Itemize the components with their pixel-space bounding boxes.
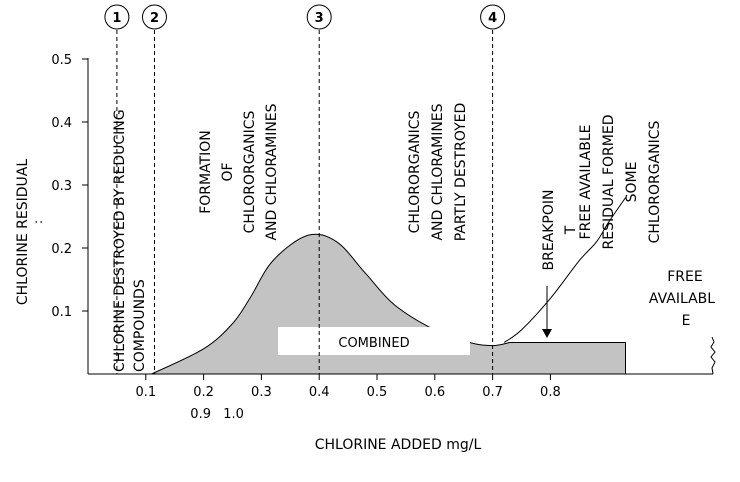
zone1-line-2: COMPOUNDS [132,279,148,372]
stage-marker-circle [141,4,167,30]
zone2-line-3: CHLORORGANICS [242,110,258,233]
free-available-line-1: FREE [667,269,702,285]
x-tick-label: 0.2 [193,385,214,400]
combined-residual-area [151,233,626,375]
zone4-line-3: SOME [624,162,640,203]
y-tick-label: 0.4 [51,116,72,131]
stage-markers: 1 2 3 4 [104,4,506,374]
x-axis-ticks-second-row: 0.9 1.0 [190,407,244,422]
zone3-line-1: CHLORORGANICS [407,110,423,233]
combined-label: COMBINED [338,336,409,351]
x-tick-label: 0.6 [424,385,445,400]
breakpoint-arrowhead [542,329,552,338]
y-tick-label: 0.1 [51,305,72,320]
area-torn-edge [710,336,716,375]
breakpoint-annotation: BREAKPOIN T [541,190,579,271]
x-axis-title: CHLORINE ADDED mg/L [315,437,482,453]
zone4-line-1: FREE AVAILABLE [578,125,594,240]
x-tick-label: 0.4 [309,385,330,400]
free-available-line-3: E [682,313,691,329]
stage-marker-label: 3 [315,11,324,26]
zone2-line-2: OF [220,162,236,181]
breakpoint-line-2: T [563,225,579,235]
zone4-line-2: RESIDUAL FORMED [601,115,617,250]
breakpoint-line-1: BREAKPOIN [541,190,557,271]
y-tick-label: 0.3 [51,179,72,194]
x-axis-ticks: 0.1 0.2 0.3 0.4 0.5 0.6 0.7 0.8 [135,374,561,400]
y-tick-label: 0.2 [51,242,72,257]
y-axis-ticks: 0.1 0.2 0.3 0.4 0.5 [51,53,88,320]
stage-marker-circle [104,4,130,30]
stage-marker-label: 1 [112,11,121,26]
zone3-annotation: CHLORORGANICS AND CHLORAMINES PARTLY DES… [407,103,469,242]
zone4-line-4: CHLORORGANICS [647,120,663,243]
zone1-annotation: CHLORINE DESTROYED BY REDUCING COMPOUNDS [112,109,148,372]
stage-marker-label: 2 [150,11,159,26]
stage-marker-circle [306,4,332,30]
combined-label-box [278,327,470,355]
zone1-line-1: CHLORINE DESTROYED BY REDUCING [112,109,128,372]
zone3-line-2: AND CHLORAMINES [430,103,446,240]
zone3-line-3: PARTLY DESTROYED [453,103,469,242]
y-axis-title: CHLORINE RESIDUAL [15,159,31,305]
x-tick-label-second-row: 1.0 [223,407,244,422]
free-available-line-2: AVAILABL [649,291,715,307]
free-available-residual-line [503,197,626,343]
x-tick-label: 0.1 [135,385,156,400]
x-tick-label-second-row: 0.9 [190,407,211,422]
y-axis-title-extra: : [31,220,45,224]
x-tick-label: 0.8 [540,385,561,400]
zone2-line-1: FORMATION [198,130,214,214]
x-tick-label: 0.7 [482,385,503,400]
zone4-annotation: FREE AVAILABLE RESIDUAL FORMED SOME CHLO… [578,115,663,250]
x-tick-label: 0.5 [367,385,388,400]
stage-marker-circle [480,4,506,30]
stage-marker-label: 4 [488,11,497,26]
zone2-line-4: AND CHLORAMINES [264,103,280,240]
free-available-annotation: FREE AVAILABL E [649,269,715,329]
zone2-annotation: FORMATION OF CHLORORGANICS AND CHLORAMIN… [198,103,280,240]
y-tick-label: 0.5 [51,53,72,68]
x-tick-label: 0.3 [251,385,272,400]
